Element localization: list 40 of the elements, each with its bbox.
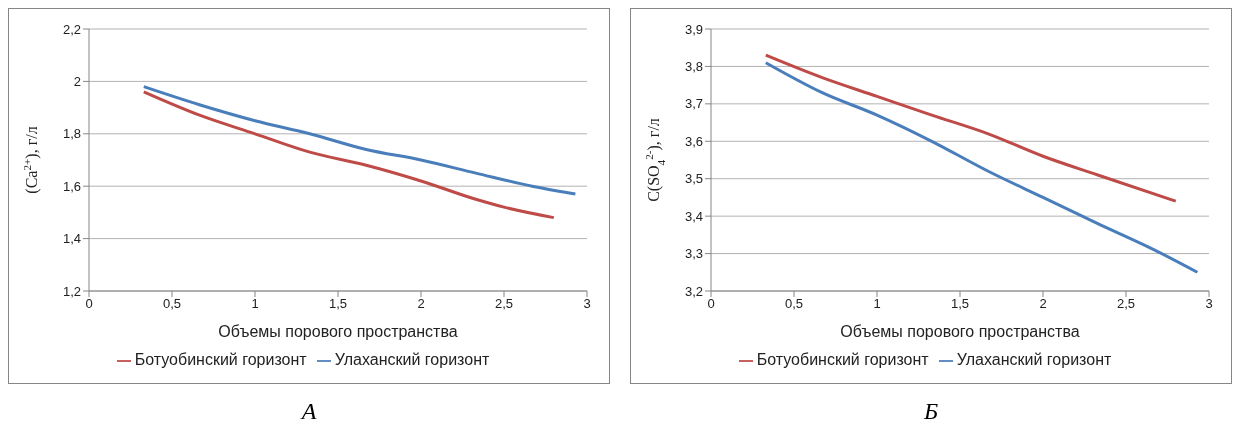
x-tick-label: 3 — [1205, 296, 1213, 312]
y-tick-label: 3,8 — [684, 59, 703, 75]
x-axis-title: Объемы порового пространства — [840, 323, 1080, 340]
y-tick-label: 1,4 — [62, 231, 81, 247]
x-tick-label: 2 — [417, 296, 425, 312]
line-series — [142, 90, 556, 220]
x-tick-label: 1 — [873, 296, 881, 312]
y-tick-label: 3,9 — [684, 21, 703, 37]
legend-label: Улаханский горизонт — [334, 351, 490, 368]
y-tick-label: 1,6 — [62, 178, 81, 194]
legend-label: Ботуобинский горизонт — [134, 351, 307, 368]
x-tick-label: 2 — [1039, 296, 1047, 312]
legend-label: Ботуобинский горизонт — [756, 351, 929, 368]
x-tick-label: 0 — [707, 296, 715, 312]
y-tick-label: 3,6 — [684, 133, 703, 149]
x-tick-label: 1,5 — [328, 296, 348, 312]
y-tick-label: 2,2 — [62, 21, 81, 37]
line-series — [764, 61, 1199, 274]
y-tick-label: 1,8 — [62, 126, 81, 142]
y-tick-label: 3,7 — [684, 96, 703, 112]
line-series — [764, 53, 1178, 203]
x-tick-label: 2,5 — [1116, 296, 1136, 312]
y-tick-label: 2 — [73, 74, 81, 90]
legend-label: Улаханский горизонт — [956, 351, 1112, 368]
x-tick-label: 1 — [251, 296, 259, 312]
x-tick-label: 0 — [85, 296, 93, 312]
y-tick-label: 3,4 — [684, 208, 703, 224]
line-series — [142, 85, 577, 196]
y-tick-label: 3,5 — [684, 171, 703, 187]
text: А — [299, 398, 318, 423]
y-tick-label: 3,2 — [684, 283, 703, 299]
y-tick-label: 3,3 — [684, 246, 703, 262]
x-axis-title: Объемы порового пространства — [218, 323, 458, 340]
text: Б — [922, 398, 940, 423]
y-tick-label: 1,2 — [62, 283, 81, 299]
x-tick-label: 3 — [583, 296, 591, 312]
x-tick-label: 2,5 — [494, 296, 514, 312]
x-tick-label: 0,5 — [162, 296, 182, 312]
x-tick-label: 0,5 — [784, 296, 804, 312]
x-tick-label: 1,5 — [950, 296, 970, 312]
